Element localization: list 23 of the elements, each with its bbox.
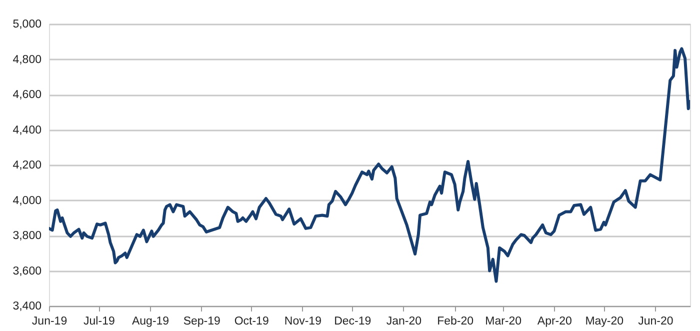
x-tick-label: Oct-19 xyxy=(234,316,269,328)
y-tick-label: 5,000 xyxy=(12,18,42,30)
x-tick-label: Dec-19 xyxy=(334,316,372,328)
x-tick-label: Feb-20 xyxy=(437,316,474,328)
y-tick-label: 4,200 xyxy=(12,160,42,172)
y-tick-label: 3,800 xyxy=(12,230,42,242)
y-tick-label: 4,600 xyxy=(12,89,42,101)
y-tick-label: 4,000 xyxy=(12,194,42,207)
y-tick-label: 3,600 xyxy=(12,265,42,278)
x-tick-label: Apr-20 xyxy=(537,316,572,328)
x-tick-label: Mar-20 xyxy=(485,316,522,328)
x-tick-label: Jun-19 xyxy=(32,316,68,328)
y-tick-label: 4,400 xyxy=(12,124,42,136)
x-tick-label: Sep-19 xyxy=(183,316,220,328)
x-tick-label: May-20 xyxy=(585,316,624,328)
x-tick-label: Nov-19 xyxy=(284,316,322,328)
y-tick-label: 3,400 xyxy=(12,300,42,312)
x-tick-label: Jun-20 xyxy=(638,316,674,328)
x-tick-label: Aug-19 xyxy=(132,316,170,328)
line-series xyxy=(49,47,690,283)
x-tick-label: Jul-19 xyxy=(84,316,115,328)
x-tick-label: Jan-20 xyxy=(386,316,422,328)
y-tick-label: 4,800 xyxy=(12,54,42,66)
